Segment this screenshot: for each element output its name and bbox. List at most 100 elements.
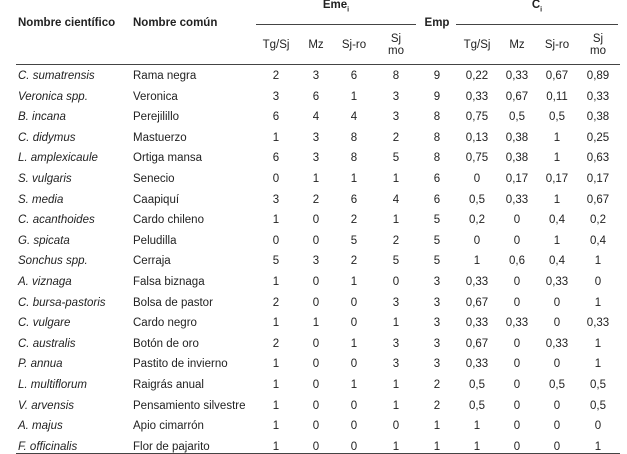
value-cell: 2 [350, 214, 358, 227]
scientific-name: L. amplexicaule [18, 152, 98, 165]
value-cell: 0,2 [469, 214, 485, 227]
value-cell: 3 [392, 337, 400, 350]
value-cell: 1 [392, 173, 400, 185]
scientific-name: Sonchus spp. [18, 255, 88, 268]
value-cell: 0 [513, 440, 521, 453]
value-cell: 3 [272, 90, 280, 103]
value-cell: 1 [350, 173, 358, 185]
common-name: Cerraja [133, 255, 171, 268]
scientific-name: C. australis [18, 337, 76, 350]
value-cell: 0,5 [549, 379, 565, 391]
value-cell: 1 [392, 399, 400, 412]
sub-header: Sj-ro [544, 39, 570, 51]
value-cell: 0,5 [590, 399, 606, 412]
value-cell: 9 [433, 90, 441, 103]
value-cell: 0 [312, 358, 320, 371]
value-cell: 1 [473, 420, 481, 433]
header-cell: Emp [424, 17, 450, 29]
value-cell: 0,4 [549, 214, 565, 227]
value-cell: 0,67 [465, 337, 489, 350]
value-cell: 0,11 [546, 90, 568, 103]
value-cell: 0 [513, 214, 521, 227]
common-name: Pastito de invierno [133, 358, 228, 371]
value-cell: 0,2 [590, 214, 606, 227]
value-cell: 5 [433, 214, 441, 227]
common-name: Botón de oro [133, 337, 199, 350]
value-cell: 0,33 [545, 337, 569, 350]
value-cell: 1 [312, 317, 320, 330]
value-cell: 1 [594, 255, 602, 268]
header-cell: Nombre común [133, 17, 218, 29]
sub-header: Mz [509, 39, 525, 51]
sub-header: Mz [308, 39, 324, 51]
group-rule [256, 24, 416, 25]
scientific-name: G. spicata [18, 234, 70, 247]
value-cell: 8 [350, 131, 358, 144]
value-cell: 3 [312, 152, 320, 165]
value-cell: 1 [553, 152, 561, 165]
value-cell: 2 [350, 255, 358, 268]
value-cell: 0 [473, 234, 481, 247]
value-cell: 1 [473, 255, 481, 268]
value-cell: 6 [433, 173, 441, 185]
value-cell: 1 [553, 193, 561, 206]
value-cell: 2 [392, 131, 400, 144]
value-cell: 0,33 [465, 90, 489, 103]
value-cell: 0,17 [586, 173, 610, 185]
value-cell: 0,33 [465, 317, 489, 330]
value-cell: 0,4 [590, 234, 606, 247]
value-cell: 8 [433, 111, 441, 124]
value-cell: 0 [553, 317, 561, 330]
common-name: Raigrás anual [133, 379, 204, 391]
value-cell: 0 [553, 440, 561, 453]
value-cell: 8 [433, 152, 441, 165]
value-cell: 1 [350, 90, 358, 103]
value-cell: 1 [272, 399, 280, 412]
value-cell: 3 [433, 337, 441, 350]
common-name: Bolsa de pastor [133, 296, 213, 309]
value-cell: 1 [272, 379, 280, 391]
value-cell: 1 [272, 317, 280, 330]
value-cell: 0 [473, 173, 481, 185]
sub-header: Tg/Sj [463, 39, 491, 51]
value-cell: 1 [392, 379, 400, 391]
group-rule [456, 24, 618, 25]
value-cell: 3 [433, 296, 441, 309]
value-cell: 1 [594, 296, 602, 309]
value-cell: 0 [553, 358, 561, 371]
value-cell: 2 [272, 70, 280, 82]
value-cell: 1 [594, 358, 602, 371]
value-cell: 0,33 [505, 193, 529, 206]
common-name: Rama negra [133, 70, 197, 82]
scientific-name: A. majus [18, 420, 63, 433]
header-text: Eme [322, 0, 348, 11]
value-cell: 1 [433, 420, 441, 433]
value-cell: 0,33 [586, 317, 610, 330]
value-cell: 4 [392, 193, 400, 206]
scientific-name: C. vulgare [18, 317, 71, 330]
value-cell: 6 [272, 111, 280, 124]
group-header: Emei [323, 0, 349, 17]
group-header: Ci [532, 0, 542, 17]
value-cell: 3 [312, 255, 320, 268]
common-name: Ortiga mansa [133, 152, 203, 165]
value-cell: 1 [272, 420, 280, 433]
scientific-name: B. incana [18, 111, 66, 124]
value-cell: 0,75 [465, 152, 489, 165]
value-cell: 0 [392, 276, 400, 288]
value-cell: 0,75 [465, 111, 489, 124]
value-cell: 1 [350, 379, 358, 391]
scientific-name: Veronica spp. [18, 90, 88, 103]
value-cell: 8 [392, 70, 400, 82]
scientific-name: L. multiflorum [18, 379, 88, 391]
header-sub: i [540, 6, 543, 14]
scientific-name: C. bursa-pastoris [18, 296, 106, 309]
value-cell: 0,5 [469, 379, 485, 391]
value-cell: 1 [392, 440, 400, 453]
scientific-name: C. sumatrensis [18, 70, 95, 82]
value-cell: 0,5 [509, 111, 525, 124]
value-cell: 5 [350, 234, 358, 247]
value-cell: 0 [312, 234, 320, 247]
value-cell: 0 [350, 317, 358, 330]
value-cell: 3 [433, 276, 441, 288]
